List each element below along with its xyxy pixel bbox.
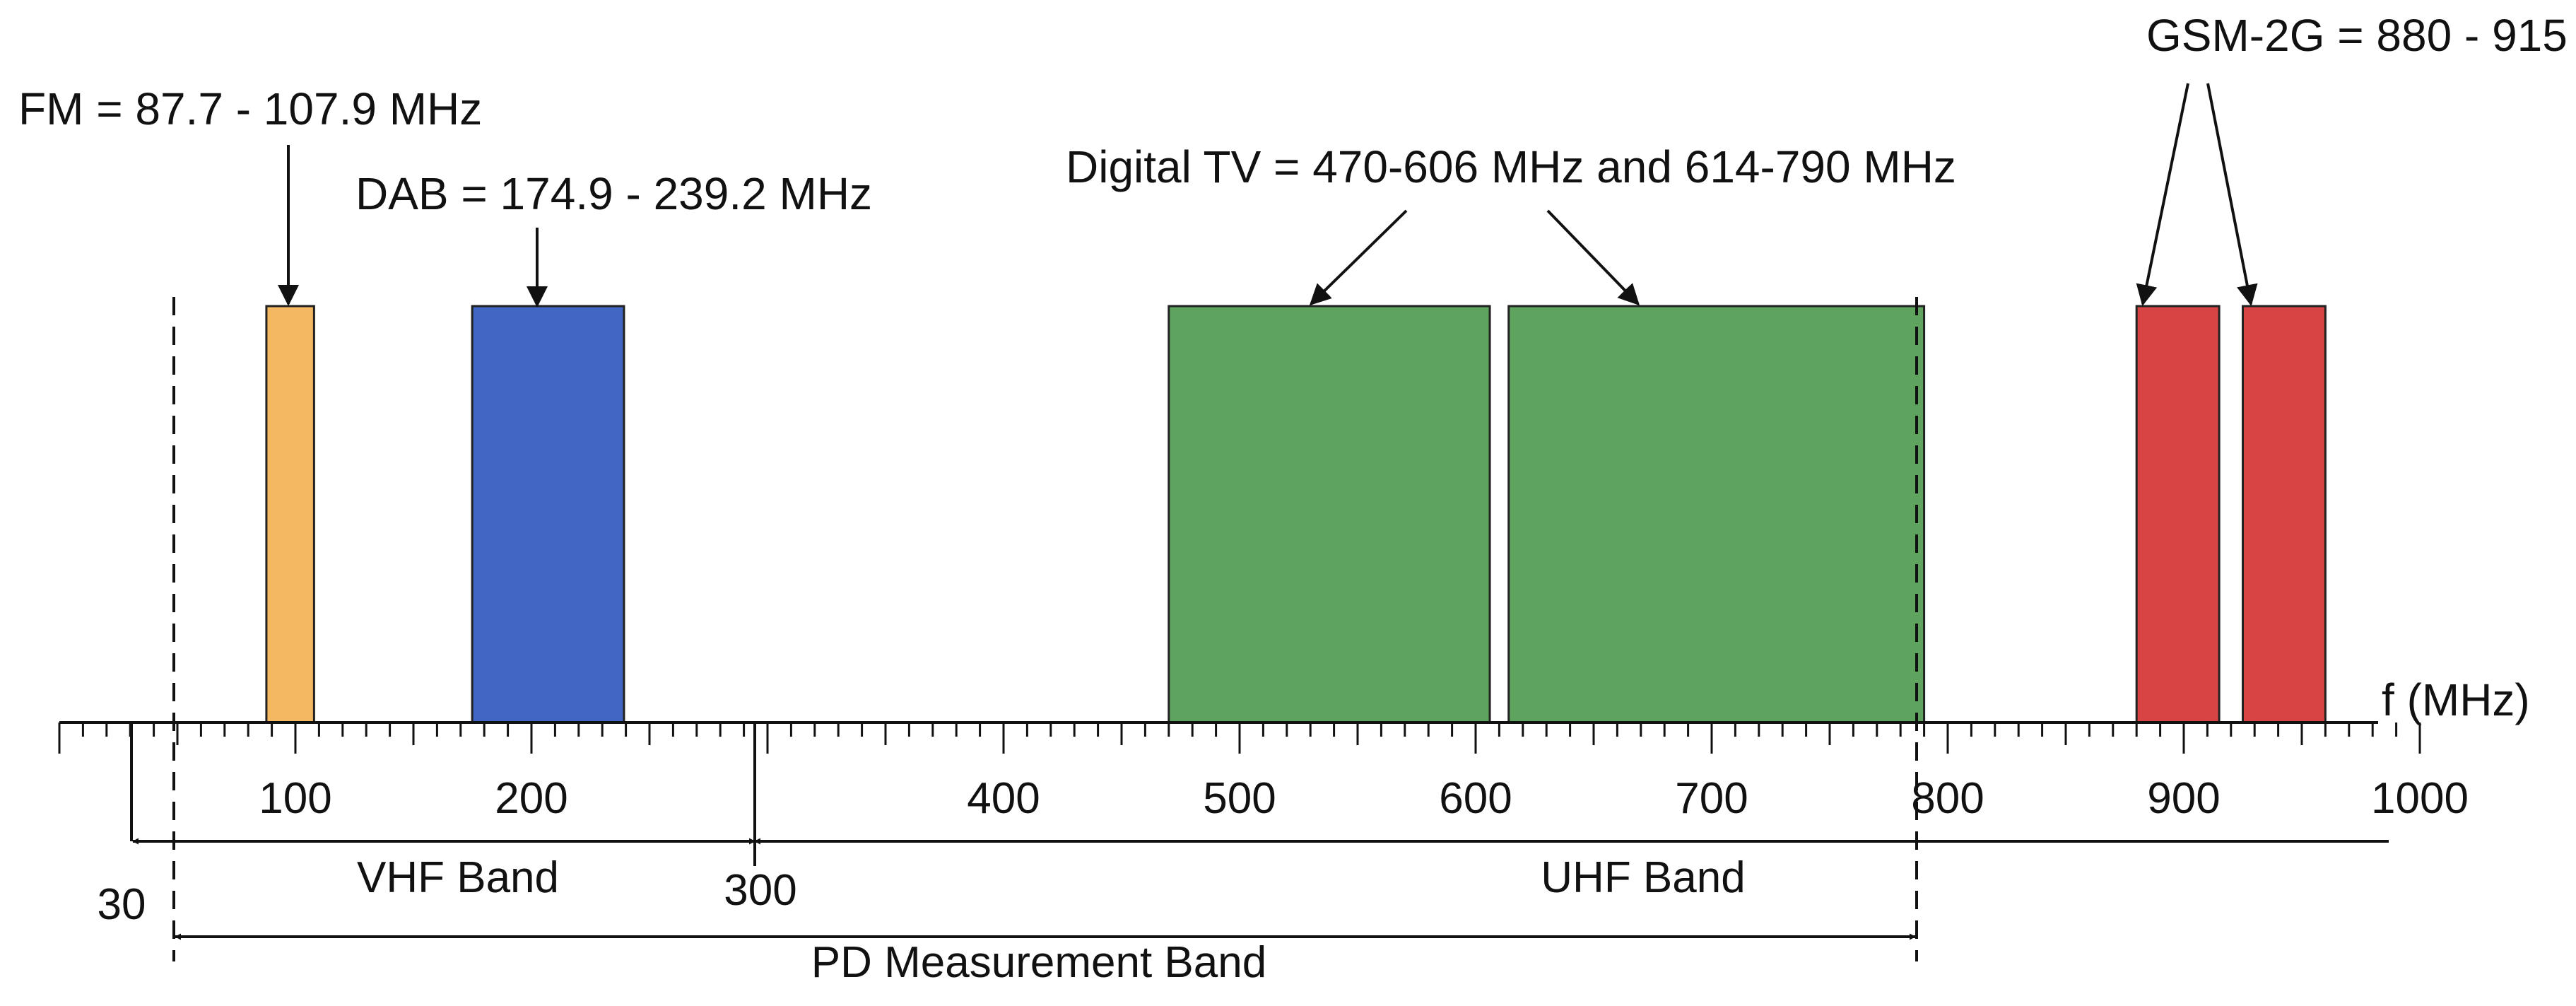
fm-annotation: FM = 87.7 - 107.9 MHz xyxy=(18,83,482,134)
tick-label-500: 500 xyxy=(1203,774,1276,823)
gsm-pointer-arrow-1 xyxy=(2136,83,2189,306)
digital-tv-annotation: Digital TV = 470-606 MHz and 614-790 MHz xyxy=(1066,141,1956,192)
digital-tv-block-1 xyxy=(1168,305,1491,724)
pd-band-label: PD Measurement Band xyxy=(811,938,1266,987)
digital-tv-block-2 xyxy=(1507,305,1926,724)
axis-unit-label: f (MHz) xyxy=(2382,674,2530,725)
boundary-label-300: 300 xyxy=(724,866,796,915)
vhf-band-label: VHF Band xyxy=(357,853,559,902)
digital-tv-pointer-arrow-2 xyxy=(1546,209,1640,306)
fm-block xyxy=(265,305,315,724)
tick-label-1000: 1000 xyxy=(2371,774,2469,823)
gsm-pointer-arrow-2 xyxy=(2206,83,2258,306)
tick-label-600: 600 xyxy=(1439,774,1512,823)
tick-label-200: 200 xyxy=(495,774,567,823)
tick-label-100: 100 xyxy=(259,774,331,823)
tick-label-400: 400 xyxy=(967,774,1040,823)
tick-label-800: 800 xyxy=(1911,774,1984,823)
boundary-label-30: 30 xyxy=(98,880,146,929)
gsm-block-2 xyxy=(2242,305,2327,724)
uhf-band-label: UHF Band xyxy=(1541,853,1745,902)
tick-label-900: 900 xyxy=(2147,774,2220,823)
dab-block xyxy=(471,305,625,724)
axis-ticks xyxy=(58,723,2421,754)
gsm-block-1 xyxy=(2135,305,2221,724)
digital-tv-pointer-arrow-1 xyxy=(1309,209,1408,306)
gsm-annotation: GSM-2G = 880 - 915 MHz and 925 - 960 MHz xyxy=(2146,10,2576,61)
dab-annotation: DAB = 174.9 - 239.2 MHz xyxy=(355,168,872,219)
tick-label-700: 700 xyxy=(1675,774,1748,823)
spectrum-blocks xyxy=(265,305,2327,724)
